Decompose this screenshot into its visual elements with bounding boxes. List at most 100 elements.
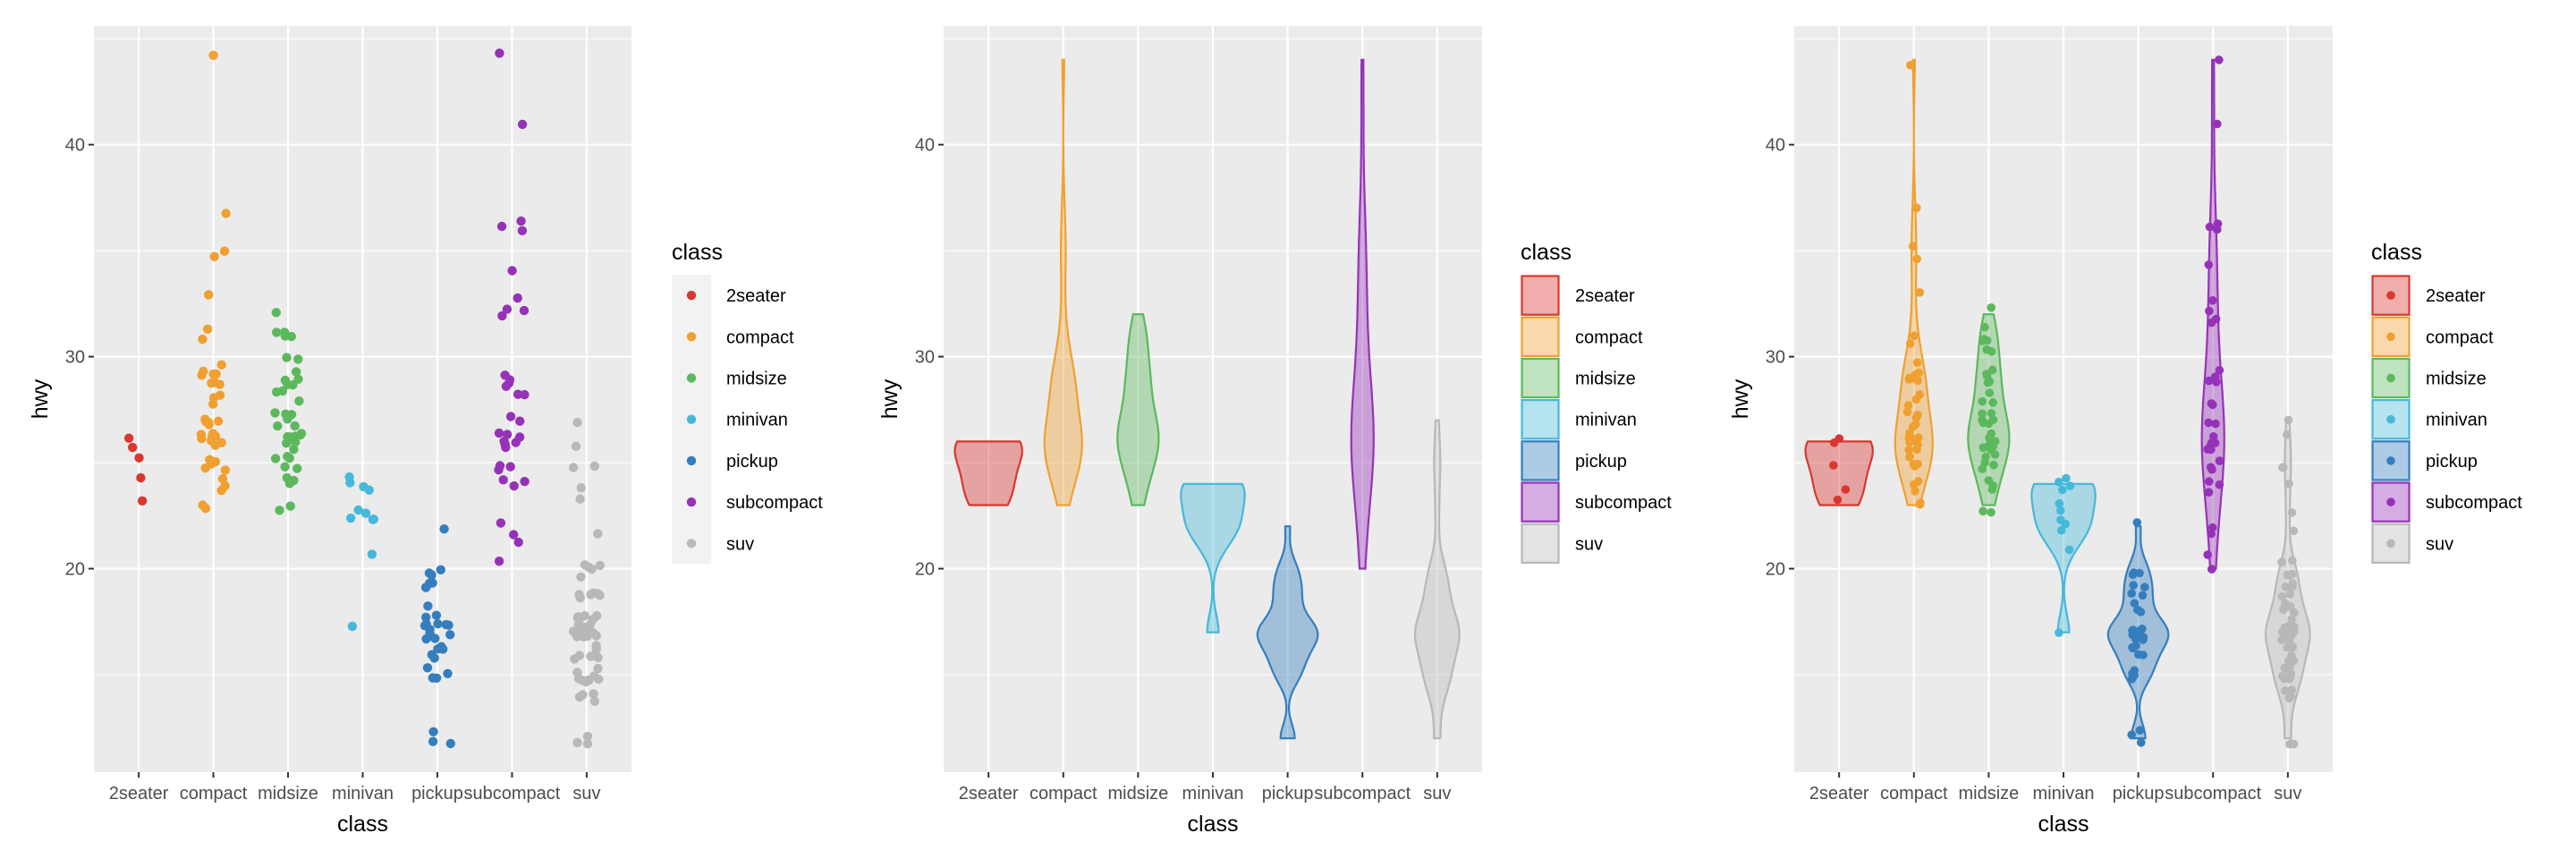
x-tick-label: subcompact — [1314, 784, 1411, 804]
legend-key-point — [2386, 539, 2395, 549]
point-compact — [198, 334, 208, 344]
point-subcompact — [494, 557, 504, 566]
point-subcompact — [2204, 418, 2213, 428]
point-midsize — [289, 475, 299, 486]
point-suv — [576, 483, 586, 493]
point-pickup — [428, 727, 438, 736]
point-compact — [207, 459, 216, 469]
point-compact — [208, 430, 217, 441]
point-midsize — [1987, 429, 1996, 438]
point-midsize — [1982, 344, 1991, 354]
point-midsize — [1987, 507, 1996, 517]
legend-key-point — [686, 332, 697, 342]
legend-key-swatch — [1521, 357, 1560, 399]
legend-item-midsize: midsize — [686, 370, 787, 389]
point-pickup — [445, 630, 455, 640]
point-suv — [2280, 623, 2290, 633]
point-subcompact — [500, 370, 510, 380]
point-suv — [568, 463, 579, 472]
x-tick-label: pickup — [2113, 784, 2165, 804]
x-tick-label: compact — [1030, 784, 1097, 804]
point-compact — [1912, 254, 1921, 264]
point-subcompact — [505, 412, 516, 421]
point-suv — [2290, 608, 2299, 617]
legend-item-2seater: 2seater — [686, 286, 786, 306]
point-suv — [589, 461, 599, 472]
legend-label: 2seater — [726, 286, 786, 306]
point-minivan — [346, 513, 356, 523]
legend-item-subcompact: subcompact — [1521, 481, 1672, 523]
legend-key-point — [2386, 456, 2395, 465]
legend-key-point — [686, 497, 697, 507]
point-compact — [1911, 420, 1920, 430]
point-minivan — [359, 481, 369, 492]
point-pickup — [436, 565, 445, 574]
point-midsize — [1987, 365, 1997, 375]
point-subcompact — [2205, 477, 2214, 486]
point-subcompact — [2207, 565, 2216, 574]
point-compact — [216, 438, 226, 447]
legend-key-point — [686, 539, 697, 549]
point-subcompact — [2204, 376, 2214, 386]
point-pickup — [431, 610, 442, 620]
point-suv — [2278, 463, 2287, 472]
point-suv — [2279, 605, 2288, 615]
point-pickup — [2128, 669, 2137, 678]
point-pickup — [443, 668, 453, 678]
y-tick-label: 30 — [65, 348, 85, 368]
point-compact — [1914, 433, 1923, 442]
violin-suv — [1413, 419, 1461, 740]
point-subcompact — [2213, 119, 2222, 129]
point-pickup — [424, 578, 435, 589]
point-suv — [2277, 635, 2286, 644]
point-pickup — [2128, 570, 2138, 579]
legend: class 2seater compact midsize minivan pickup s… — [2371, 240, 2522, 565]
point-compact — [214, 416, 224, 426]
point-midsize — [291, 431, 301, 441]
point-subcompact — [2215, 55, 2224, 64]
panel-3: 20 30 40 2seater compact midsize minivan pickup… — [1728, 26, 2522, 837]
point-pickup — [425, 625, 435, 634]
legend-item-compact: compact — [2371, 316, 2494, 358]
point-midsize — [292, 464, 302, 473]
legend-key-swatch — [1521, 399, 1560, 440]
point-suv — [582, 731, 593, 742]
point-suv — [592, 611, 602, 621]
x-axis-title: class — [337, 812, 388, 837]
point-subcompact — [2207, 529, 2216, 539]
legend-label: midsize — [1575, 370, 1636, 389]
point-midsize — [271, 308, 281, 318]
point-subcompact — [519, 305, 530, 316]
point-compact — [209, 251, 219, 261]
point-suv — [572, 418, 582, 428]
point-suv — [574, 590, 584, 600]
legend-key-point — [2386, 291, 2395, 300]
x-tick-label: 2seater — [959, 784, 1019, 804]
point-subcompact — [499, 437, 509, 447]
point-suv — [593, 529, 603, 539]
point-compact — [1916, 498, 1925, 507]
point-suv — [2277, 671, 2287, 681]
legend-key-point — [2386, 414, 2395, 424]
point-pickup — [428, 736, 438, 746]
point-compact — [220, 481, 230, 491]
violin-pickup — [1256, 525, 1319, 740]
legend-label: minivan — [1575, 411, 1637, 430]
point-compact — [200, 504, 211, 514]
point-midsize — [285, 501, 295, 511]
point-pickup — [2134, 650, 2143, 659]
point-midsize — [292, 367, 301, 377]
point-pickup — [427, 570, 436, 580]
point-2seater — [128, 442, 138, 453]
legend-label: midsize — [726, 370, 787, 389]
legend-label: compact — [726, 327, 794, 347]
point-subcompact — [2215, 366, 2224, 375]
point-pickup — [2130, 599, 2140, 608]
point-suv — [2284, 693, 2294, 703]
point-suv — [572, 632, 582, 642]
point-subcompact — [2207, 296, 2217, 305]
legend-item-midsize: midsize — [1521, 357, 1636, 399]
point-subcompact — [2203, 550, 2212, 559]
point-minivan — [2064, 545, 2074, 555]
